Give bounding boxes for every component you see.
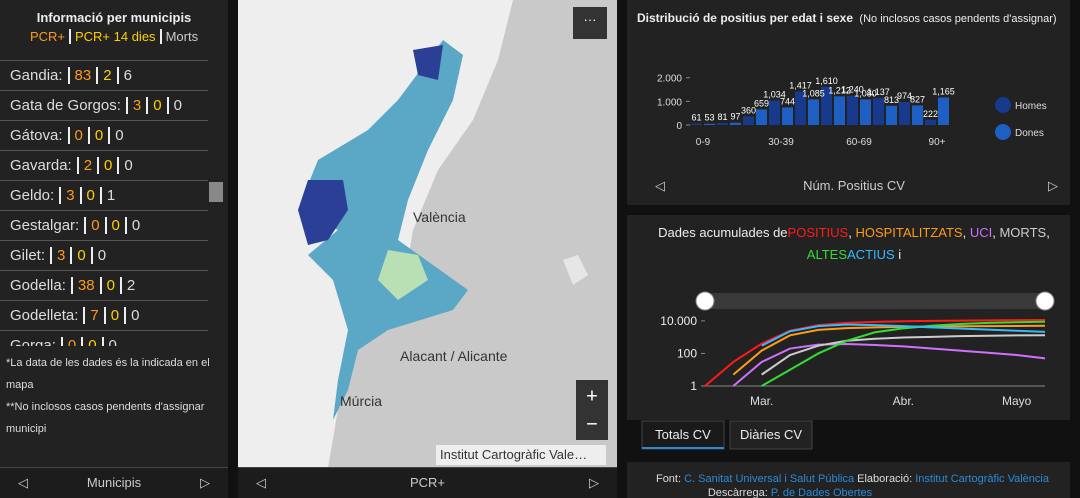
attribution: Institut Cartogràfic Vale…: [440, 447, 587, 462]
row: Godelleta: 7 0 0: [0, 301, 208, 331]
count: 2: [76, 157, 98, 174]
count: 0: [117, 157, 138, 174]
count: 0: [104, 217, 125, 234]
count: 0: [124, 307, 145, 324]
municipi-list: Gandia: 83 2 6 Gata de Gorgos: 3 0 0 Gátova: 0 0 0 G…: [0, 60, 208, 346]
count: 7: [83, 307, 104, 324]
municipi-name: Gavarda:: [10, 157, 72, 174]
count: 1: [99, 187, 121, 204]
nav-label: Municipis: [86, 475, 142, 490]
next[interactable]: ▷: [200, 475, 210, 490]
municipi-name: Gestalgar:: [10, 217, 80, 234]
tab[interactable]: [641, 420, 725, 450]
map-label: Múrcia: [340, 393, 382, 409]
count: 0: [87, 127, 109, 144]
count: 0: [101, 337, 122, 346]
tab[interactable]: [729, 420, 813, 450]
count: 0: [108, 127, 129, 144]
municipi-name: Geldo:: [10, 187, 55, 204]
footer: [627, 462, 1070, 498]
count: 2: [119, 277, 141, 294]
municipi-name: Gorga:: [10, 337, 56, 346]
count: 3: [125, 97, 147, 114]
filters: PCR+ PCR+ 14 dies Morts: [0, 29, 228, 44]
municipi-name: Gilet:: [10, 247, 46, 264]
filter[interactable]: Morts: [159, 29, 203, 44]
count: 0: [70, 247, 91, 264]
map-label: València: [413, 209, 466, 225]
map-panel: València Alacant / Alicante Múrcia ··· +…: [238, 0, 617, 498]
count: 2: [96, 67, 117, 84]
left-panel: Informació per municipis PCR+ PCR+ 14 die…: [0, 0, 228, 498]
filter[interactable]: PCR+: [29, 29, 65, 44]
island: [563, 255, 588, 285]
tab-label: Diàries CV: [740, 427, 802, 442]
count: 3: [59, 187, 80, 204]
zoom-in[interactable]: +: [586, 385, 598, 407]
region: [298, 180, 348, 245]
count: 0: [81, 337, 102, 346]
nav[interactable]: ◁ Municipis ▷: [0, 467, 228, 498]
count: 0: [60, 337, 82, 346]
row: Gorga: 0 0 0: [0, 331, 208, 346]
count: 38: [70, 277, 100, 294]
prev[interactable]: ◁: [18, 475, 28, 490]
count: 3: [50, 247, 71, 264]
prev[interactable]: ◁: [256, 475, 266, 490]
count: 83: [67, 67, 97, 84]
note: **No inclosos casos pendents d'assignar …: [6, 401, 205, 435]
menu-button[interactable]: [573, 7, 607, 39]
count: 6: [116, 67, 137, 84]
row: Gandia: 83 2 6: [0, 61, 208, 91]
municipi-name: Godelleta:: [10, 307, 79, 324]
panel-title: Informació per municipis: [36, 10, 192, 25]
municipi-name: Gata de Gorgos:: [10, 97, 121, 114]
region: [413, 45, 443, 80]
filter[interactable]: PCR+ 14 dies: [68, 29, 160, 44]
row: Gestalgar: 0 0 0: [0, 211, 208, 241]
count: 0: [99, 277, 120, 294]
region: [298, 40, 468, 420]
row: Gata de Gorgos: 3 0 0: [0, 91, 208, 121]
zoom[interactable]: [576, 380, 608, 440]
count: 0: [166, 97, 187, 114]
row: Gátova: 0 0 0: [0, 121, 208, 151]
scrollbar[interactable]: [209, 182, 223, 202]
tab-label: Totals CV: [655, 427, 711, 442]
municipi-name: Gátova:: [10, 127, 63, 144]
attribution-box: [436, 445, 606, 465]
row: Godella: 38 0 2: [0, 271, 208, 301]
row: Gilet: 3 0 0: [0, 241, 208, 271]
count: 0: [146, 97, 167, 114]
count: 0: [67, 127, 88, 144]
count: 0: [97, 157, 118, 174]
count: 0: [79, 187, 100, 204]
note: *La data de les dades és la indicada en …: [6, 357, 210, 391]
nav-label: PCR+: [409, 475, 446, 490]
nav[interactable]: ◁ PCR+ ▷: [238, 467, 617, 498]
count: 0: [90, 247, 112, 264]
count: 0: [103, 307, 125, 324]
row: Geldo: 3 0 1: [0, 181, 208, 211]
count: 0: [84, 217, 105, 234]
municipi-name: Godella:: [10, 277, 66, 294]
region: [378, 250, 428, 300]
menu: ···: [584, 12, 597, 27]
municipi-name: Gandia:: [10, 67, 63, 84]
line-panel: [627, 215, 1070, 420]
bar-panel: [627, 0, 1070, 205]
count: 0: [124, 217, 146, 234]
notes: *La data de les dades és la indicada en …: [0, 352, 228, 440]
map-label: Alacant / Alicante: [400, 348, 508, 364]
zoom-out[interactable]: −: [586, 413, 598, 435]
next[interactable]: ▷: [589, 475, 599, 490]
row: Gavarda: 2 0 0: [0, 151, 208, 181]
map: València Alacant / Alicante Múrcia ··· +…: [238, 0, 608, 468]
